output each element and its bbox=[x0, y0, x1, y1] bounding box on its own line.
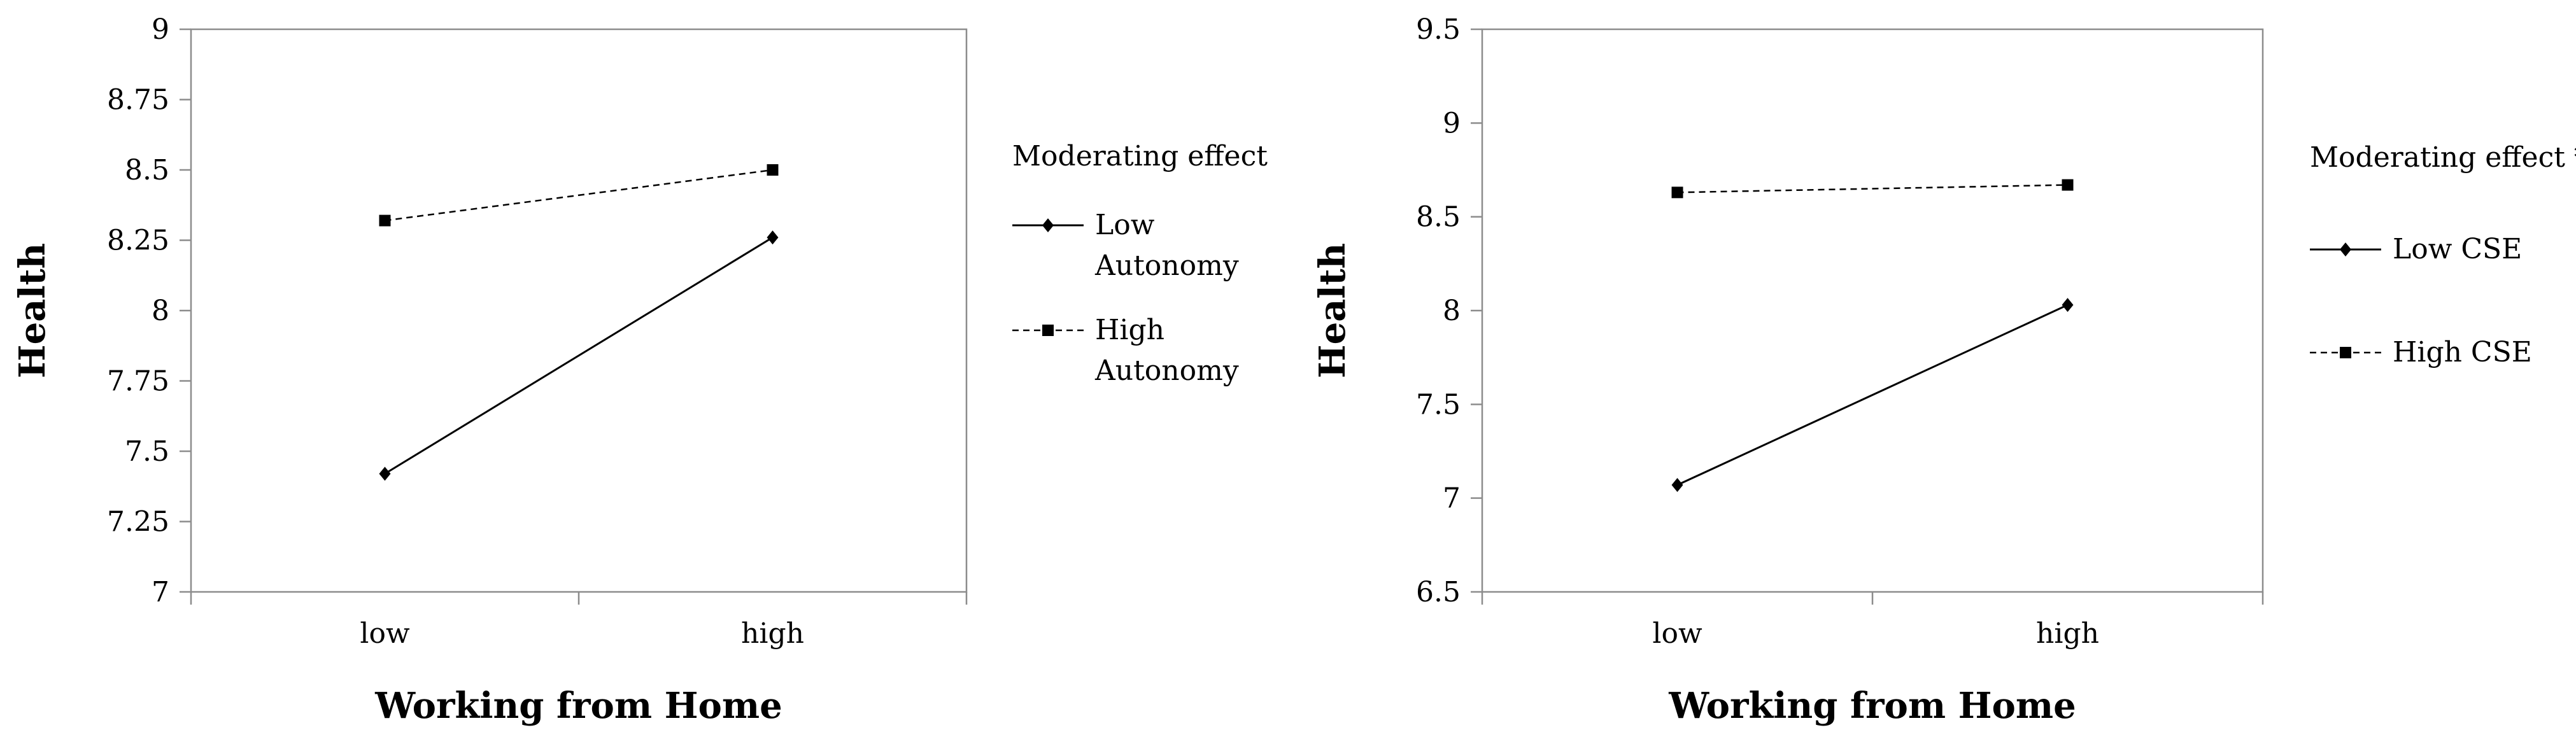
y-tick-label: 8.5 bbox=[1416, 201, 1461, 234]
legend-label: Autonomy bbox=[1094, 249, 1239, 282]
y-tick-label: 9 bbox=[1443, 107, 1461, 139]
y-tick-label: 7 bbox=[152, 576, 169, 608]
y-tick-label: 7.75 bbox=[107, 365, 169, 398]
series-line-low-cse bbox=[1676, 304, 2069, 486]
legend-title: Moderating effect * bbox=[2310, 141, 2576, 174]
y-axis-title: Health bbox=[1312, 243, 1354, 379]
legend-label: High bbox=[1095, 314, 1164, 346]
y-tick-label: 9 bbox=[152, 13, 169, 46]
x-tick-label: low bbox=[1652, 617, 1702, 650]
legend-label: Autonomy bbox=[1094, 354, 1239, 387]
plot-frame bbox=[190, 28, 968, 593]
legend-marker bbox=[2340, 347, 2351, 358]
y-tick-label: 8 bbox=[152, 295, 169, 327]
y-tick-label: 7.25 bbox=[107, 506, 169, 538]
legend-marker bbox=[1042, 325, 1054, 336]
data-point-high-cse bbox=[1671, 186, 1683, 199]
y-tick-label: 8.75 bbox=[107, 84, 169, 116]
legend-title: Moderating effect bbox=[1012, 140, 1268, 172]
legend-label: Low bbox=[1095, 209, 1155, 241]
plot-frame bbox=[1481, 28, 2264, 593]
y-tick-label: 7.5 bbox=[1416, 388, 1461, 421]
y-tick-label: 6.5 bbox=[1416, 576, 1461, 608]
data-point-low-cse bbox=[1671, 478, 1683, 493]
data-point-low-autonomy bbox=[379, 467, 391, 481]
legend-marker bbox=[2340, 242, 2351, 256]
chart-autonomy: 7 7.25 7.5 7.75 8 8.25 8.5 8.75 9 low high Working … bbox=[11, 13, 1268, 727]
data-point-high-cse bbox=[2062, 179, 2074, 191]
y-tick-label: 8.5 bbox=[125, 154, 169, 186]
chart-cse: 6.5 7 7.5 8 8.5 9 9.5 low high Working from Home H… bbox=[1312, 13, 2576, 727]
x-axis-title: Working from Home bbox=[1668, 685, 2076, 727]
x-axis-title: Working from Home bbox=[374, 685, 782, 727]
series-line-high-autonomy bbox=[385, 169, 773, 221]
x-tick-label: low bbox=[360, 617, 410, 650]
series-line-low-autonomy bbox=[384, 236, 774, 475]
y-axis-title: Health bbox=[11, 243, 53, 379]
data-point-low-autonomy bbox=[767, 230, 779, 245]
data-point-high-autonomy bbox=[379, 214, 391, 227]
x-tick-label: high bbox=[741, 617, 804, 650]
y-tick-label: 8 bbox=[1443, 295, 1461, 327]
x-tick-label: high bbox=[2036, 617, 2099, 650]
legend-label: Low CSE bbox=[2393, 233, 2522, 265]
y-tick-label: 7.5 bbox=[125, 435, 169, 468]
data-point-low-cse bbox=[2062, 298, 2074, 312]
legend-label: High CSE bbox=[2393, 336, 2532, 368]
y-tick-label: 7 bbox=[1443, 482, 1461, 515]
y-tick-label: 9.5 bbox=[1416, 13, 1461, 46]
series-line-high-cse bbox=[1677, 184, 2068, 193]
data-point-high-autonomy bbox=[767, 164, 779, 176]
legend-marker bbox=[1042, 218, 1054, 232]
y-tick-label: 8.25 bbox=[107, 225, 169, 257]
